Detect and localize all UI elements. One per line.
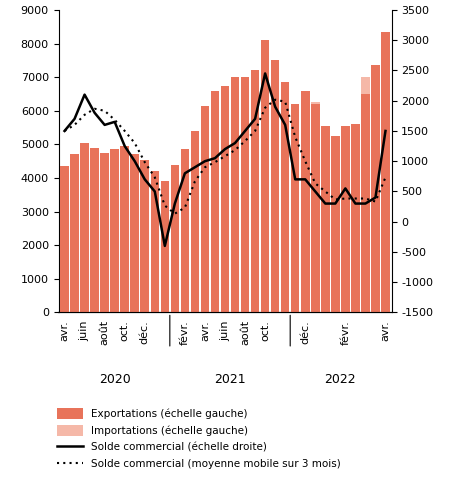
Bar — [351, 124, 360, 312]
Bar — [191, 131, 199, 312]
Text: 2020: 2020 — [99, 373, 130, 386]
Bar — [261, 118, 270, 312]
Bar — [191, 158, 199, 312]
Bar — [80, 206, 89, 312]
Text: 2021: 2021 — [214, 373, 246, 386]
Bar — [201, 106, 209, 312]
Bar — [271, 119, 279, 312]
Bar — [301, 91, 310, 312]
Bar — [331, 136, 340, 312]
Bar — [341, 127, 350, 312]
Bar — [381, 32, 390, 312]
Bar — [211, 118, 219, 312]
Bar — [70, 210, 79, 312]
Bar — [60, 215, 69, 312]
Bar — [261, 40, 270, 312]
Bar — [251, 118, 259, 312]
Bar — [171, 165, 179, 312]
Bar — [341, 126, 350, 312]
Bar — [221, 114, 229, 312]
Bar — [371, 65, 380, 312]
Bar — [311, 104, 320, 312]
Bar — [291, 104, 299, 312]
Bar — [301, 104, 310, 312]
Bar — [130, 154, 139, 312]
Bar — [180, 183, 189, 312]
Bar — [151, 188, 159, 312]
Bar — [130, 198, 139, 312]
Bar — [251, 70, 259, 312]
Bar — [90, 148, 99, 312]
Bar — [231, 77, 239, 312]
Bar — [110, 149, 119, 312]
Bar — [121, 203, 129, 312]
Bar — [321, 126, 329, 312]
Bar — [171, 183, 179, 312]
Bar — [291, 121, 299, 312]
Bar — [351, 124, 360, 312]
Bar — [80, 143, 89, 312]
Bar — [381, 82, 390, 312]
Bar — [271, 61, 279, 312]
Bar — [161, 185, 169, 312]
Bar — [241, 77, 249, 312]
Bar — [90, 205, 99, 312]
Bar — [281, 119, 289, 312]
Bar — [221, 85, 229, 312]
Bar — [231, 116, 239, 312]
Bar — [311, 102, 320, 312]
Bar — [281, 82, 289, 312]
Text: 2022: 2022 — [324, 373, 356, 386]
Legend: Exportations (échelle gauche), Importations (échelle gauche), Solde commercial (: Exportations (échelle gauche), Importati… — [57, 409, 341, 469]
Bar — [140, 160, 149, 312]
Bar — [100, 203, 109, 312]
Bar — [321, 127, 329, 312]
Bar — [361, 94, 370, 312]
Bar — [211, 91, 219, 312]
Bar — [110, 203, 119, 312]
Bar — [161, 182, 169, 312]
Bar — [331, 136, 340, 312]
Bar — [151, 171, 159, 312]
Bar — [180, 149, 189, 312]
Bar — [371, 77, 380, 312]
Bar — [70, 154, 79, 312]
Bar — [201, 134, 209, 312]
Bar — [100, 153, 109, 312]
Bar — [361, 77, 370, 312]
Bar — [241, 116, 249, 312]
Bar — [60, 166, 69, 312]
Bar — [140, 193, 149, 312]
Bar — [121, 146, 129, 312]
